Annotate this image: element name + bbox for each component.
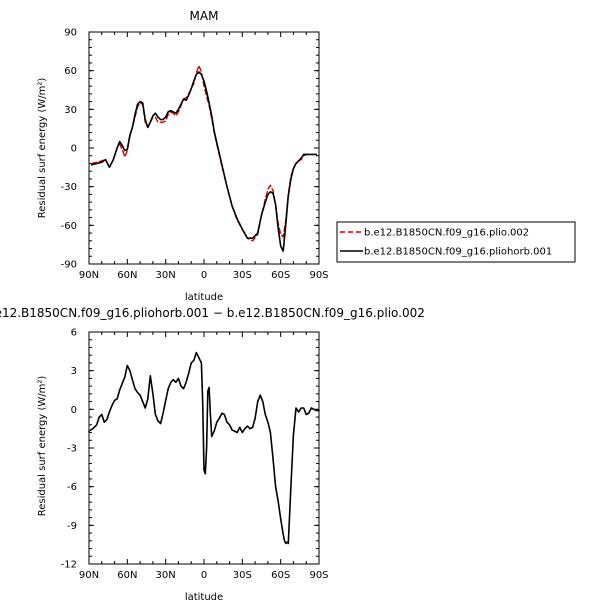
top-chart-title: MAM <box>190 9 219 23</box>
bottom-chart-y-tick-label: -9 <box>67 521 77 532</box>
bottom-chart-y-tick-label: -12 <box>61 560 77 571</box>
bottom-chart-x-tick-label: 90N <box>79 570 99 581</box>
bottom-chart-y-tick-label: -3 <box>67 444 77 455</box>
legend: b.e12.B1850CN.f09_g16.plio.002 b.e12.B18… <box>336 221 576 263</box>
top-chart-y-tick-label: 30 <box>64 105 77 116</box>
top-chart-frame <box>88 31 320 265</box>
legend-box <box>336 221 576 263</box>
top-chart-series-group <box>90 64 318 252</box>
top-chart-ylabel: Residual surf energy (W/m²) <box>37 78 48 219</box>
top-chart-x-tick-label: 30N <box>156 270 176 281</box>
top-chart-x-tick-label: 90S <box>309 270 328 281</box>
bottom-chart-x-tick-label: 30S <box>233 570 252 581</box>
top-chart-series-line-1 <box>90 71 318 252</box>
bottom-chart-series-group <box>88 351 320 545</box>
bottom-chart-x-tick-label: 30N <box>156 570 176 581</box>
legend-entry-pliohorb: b.e12.B1850CN.f09_g16.pliohorb.001 <box>364 247 552 258</box>
top-chart-x-tick-label: 30S <box>233 270 252 281</box>
top-chart-y-tick-label: 90 <box>64 28 77 39</box>
bottom-chart-x-tick-label: 0 <box>201 570 207 581</box>
top-chart-y-tick-label: -90 <box>61 260 77 271</box>
top-chart-y-tick-label: -30 <box>61 182 77 193</box>
bottom-chart-y-tick-label: 6 <box>71 328 77 339</box>
top-chart-x-tick-label: 0 <box>201 270 207 281</box>
top-chart-y-tick-label: 60 <box>64 66 77 77</box>
top-chart-x-tick-label: 60S <box>271 270 290 281</box>
top-chart-x-tick-label: 90N <box>79 270 99 281</box>
bottom-chart-frame <box>88 331 320 565</box>
bottom-chart-x-tick-label: 90S <box>309 570 328 581</box>
bottom-chart-y-tick-label: 0 <box>71 405 77 416</box>
bottom-chart: b.e12.B1850CN.f09_g16.pliohorb.001 − b.e… <box>0 306 425 603</box>
top-chart: MAM Residual surf energy (W/m²) latitude… <box>37 9 329 303</box>
bottom-chart-x-tick-label: 60N <box>117 570 137 581</box>
bottom-chart-title: b.e12.B1850CN.f09_g16.pliohorb.001 − b.e… <box>0 306 425 320</box>
bottom-chart-y-tick-label: 3 <box>71 366 77 377</box>
bottom-chart-ylabel: Residual surf energy (W/m²) <box>37 376 48 517</box>
bottom-chart-y-tick-label: -6 <box>67 482 77 493</box>
top-chart-y-tick-label: -60 <box>61 221 77 232</box>
top-chart-axes: 90N 60N 30N 0 30S 60S 90S 90 60 30 0 -30 -60 -90 <box>61 28 329 282</box>
top-chart-series-line-0 <box>90 64 318 242</box>
top-chart-x-tick-label: 60N <box>117 270 137 281</box>
top-chart-xlabel: latitude <box>185 292 223 303</box>
bottom-chart-xlabel: latitude <box>185 592 223 603</box>
legend-entry-plio: b.e12.B1850CN.f09_g16.plio.002 <box>364 228 529 239</box>
top-chart-y-tick-label: 0 <box>71 144 77 155</box>
bottom-chart-x-tick-label: 60S <box>271 570 290 581</box>
bottom-chart-series-line-0 <box>88 351 320 545</box>
